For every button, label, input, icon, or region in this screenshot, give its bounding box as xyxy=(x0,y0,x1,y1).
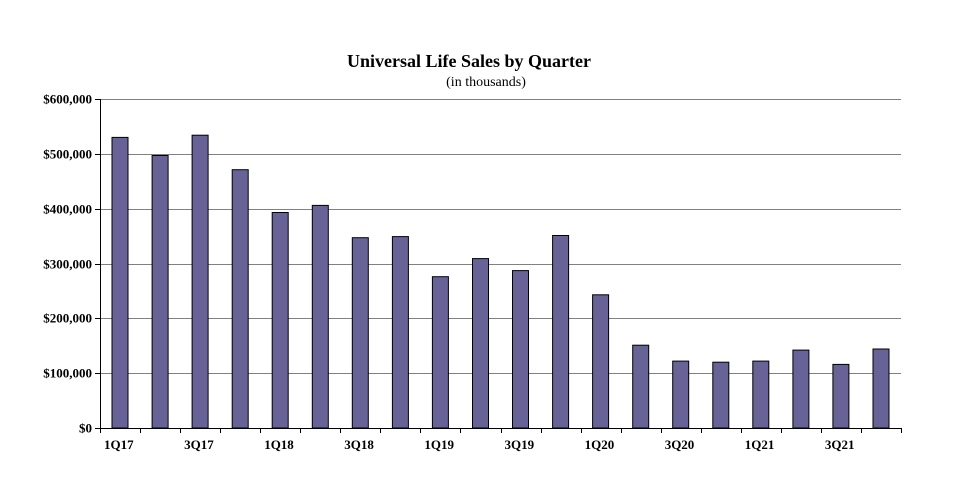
bar-4Q21 xyxy=(872,348,890,429)
y-tick-label: $200,000 xyxy=(43,311,92,326)
x-tick-label: 1Q20 xyxy=(585,437,615,452)
x-tick-label: 3Q21 xyxy=(825,437,855,452)
bar-1Q21 xyxy=(752,360,770,429)
x-tick-label: 3Q18 xyxy=(344,437,374,452)
chart-subtitle: (in thousands) xyxy=(446,75,526,90)
bar-3Q20 xyxy=(672,360,690,429)
x-tick-label: 1Q21 xyxy=(745,437,775,452)
bar-2Q21 xyxy=(792,349,810,429)
y-tick-label: $600,000 xyxy=(43,92,92,107)
bar-3Q19 xyxy=(512,270,529,429)
bar-1Q19 xyxy=(431,276,449,429)
x-tick-label: 1Q18 xyxy=(264,437,294,452)
y-tick-label: $100,000 xyxy=(43,366,92,381)
bar-4Q19 xyxy=(552,235,570,429)
x-tick-label: 1Q19 xyxy=(424,437,454,452)
bar-3Q18 xyxy=(351,237,369,429)
x-tick-label: 3Q20 xyxy=(665,437,695,452)
x-axis-ticks: 1Q17 3Q17 1Q18 3Q18 1Q19 3Q19 1Q20 3Q20 1Q21 3Q21 xyxy=(100,428,902,452)
bar-2Q18 xyxy=(311,204,329,429)
bars xyxy=(111,134,890,429)
axes xyxy=(100,99,901,429)
x-tick-label: 3Q19 xyxy=(505,437,535,452)
y-tick-label: $0 xyxy=(79,421,92,436)
bar-4Q17 xyxy=(231,169,249,429)
bar-3Q21 xyxy=(832,363,850,429)
bar-2Q17 xyxy=(151,155,169,429)
bar-3Q17 xyxy=(191,134,209,429)
bar-2Q19 xyxy=(472,258,489,429)
bar-4Q20 xyxy=(712,361,730,429)
y-axis-ticks: $0 $100,000 $200,000 $300,000 $400,000 $500,0… xyxy=(43,92,100,436)
y-tick-label: $300,000 xyxy=(43,257,92,272)
x-tick-label: 3Q17 xyxy=(184,437,214,452)
bar-4Q18 xyxy=(391,236,409,429)
bar-1Q17 xyxy=(111,136,129,429)
bar-1Q18 xyxy=(271,212,289,429)
y-tick-label: $500,000 xyxy=(43,147,92,162)
bar-1Q20 xyxy=(592,294,610,429)
bar-2Q20 xyxy=(632,344,650,429)
y-tick-label: $400,000 xyxy=(43,202,92,217)
x-tick-label: 1Q17 xyxy=(104,437,134,452)
chart-title: Universal Life Sales by Quarter xyxy=(347,51,591,71)
gridlines xyxy=(100,99,901,374)
